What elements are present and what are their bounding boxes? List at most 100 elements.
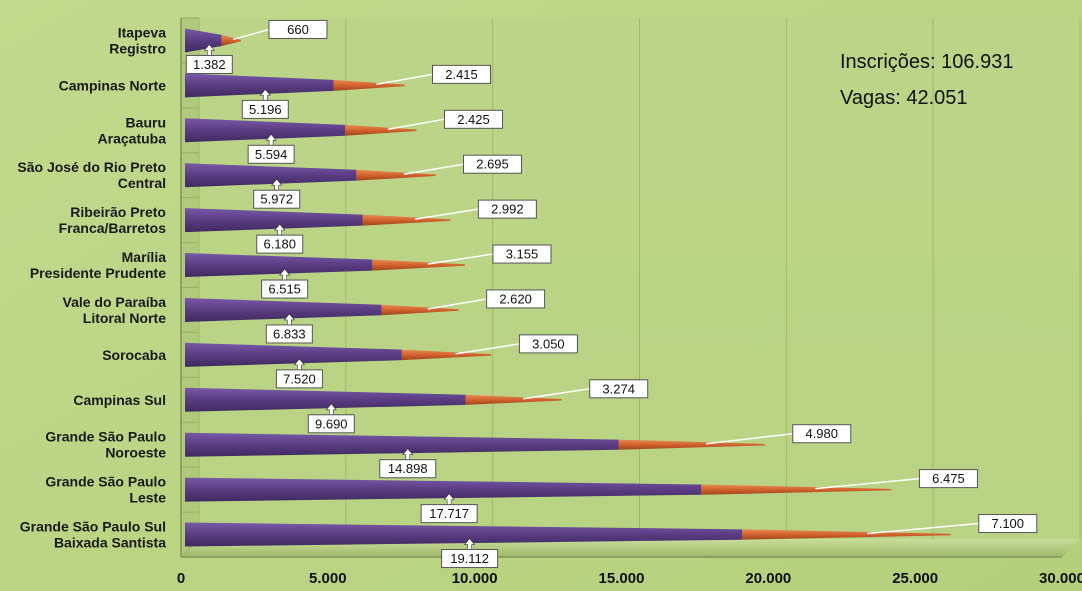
- bar-inscricoes: [185, 163, 357, 188]
- bar-vagas: [465, 394, 562, 405]
- leader-line: [867, 522, 979, 535]
- category-label: Noroeste: [105, 445, 166, 461]
- bar-vagas: [372, 259, 465, 271]
- value-label-vagas: 2.620: [499, 291, 532, 306]
- bar-vagas: [362, 214, 451, 226]
- x-tick-label: 25.000: [892, 570, 938, 587]
- value-box-vagas: [918, 469, 978, 489]
- bar-inscricoes: [185, 297, 382, 322]
- bar-vagas: [345, 124, 417, 136]
- bar-vagas: [381, 304, 459, 316]
- value-box-vagas: [443, 109, 503, 129]
- value-label-inscricoes: 14.898: [388, 461, 428, 476]
- value-label-inscricoes: 9.690: [315, 416, 348, 431]
- value-box-inscricoes: [261, 279, 309, 299]
- bar-inscricoes: [185, 253, 373, 278]
- leader-line: [387, 118, 445, 131]
- bar-inscricoes: [185, 432, 619, 457]
- leader-line: [815, 477, 920, 490]
- category-label: Baixada Santista: [54, 535, 166, 551]
- bar-inscricoes: [185, 208, 363, 233]
- bar-vagas: [701, 484, 892, 495]
- value-label-vagas: 4.980: [805, 426, 838, 441]
- value-box-inscricoes: [275, 369, 323, 389]
- value-label-inscricoes: 5.972: [260, 192, 293, 207]
- value-box-inscricoes: [247, 144, 295, 164]
- value-box-vagas: [477, 199, 537, 219]
- annotation-vagas: Vagas: 42.051: [840, 87, 968, 109]
- value-box-inscricoes: [253, 189, 301, 209]
- value-label-vagas: 7.100: [991, 516, 1024, 531]
- value-label-inscricoes: 17.717: [429, 506, 469, 521]
- value-box-vagas: [486, 289, 546, 309]
- value-box-vagas: [978, 514, 1038, 534]
- value-box-inscricoes: [256, 234, 304, 254]
- value-box-vagas: [432, 64, 492, 84]
- value-label-inscricoes: 6.833: [273, 326, 306, 341]
- bar-inscricoes: [185, 73, 334, 98]
- value-box-inscricoes: [265, 324, 313, 344]
- category-label: Marília: [122, 249, 167, 265]
- value-label-vagas: 2.415: [445, 67, 478, 82]
- category-label: Leste: [129, 490, 166, 506]
- x-tick-label: 15.000: [599, 570, 645, 587]
- value-label-inscricoes: 5.594: [255, 147, 288, 162]
- annotations: Inscrições: 106.931 Vagas: 42.051: [840, 51, 1013, 109]
- bar-vagas: [401, 349, 492, 361]
- value-box-inscricoes: [241, 99, 289, 119]
- bar-vagas: [356, 169, 436, 181]
- value-label-inscricoes: 6.515: [268, 282, 301, 297]
- category-label: Campinas Norte: [59, 77, 167, 93]
- value-box-inscricoes: [307, 414, 355, 434]
- value-label-vagas: 2.425: [457, 112, 490, 127]
- value-label-inscricoes: 5.196: [249, 102, 282, 117]
- category-label: São José do Rio Preto: [17, 159, 166, 175]
- bar-inscricoes: [185, 28, 222, 53]
- value-box-vagas: [792, 424, 852, 444]
- value-label-vagas: 2.695: [476, 157, 509, 172]
- bar-vagas: [221, 34, 241, 46]
- x-tick-label: 10.000: [452, 570, 498, 587]
- category-label: Vale do Paraíba: [63, 294, 167, 310]
- annotation-inscricoes: Inscrições: 106.931: [840, 51, 1013, 73]
- value-box-inscricoes: [185, 54, 233, 74]
- category-label: Campinas Sul: [73, 392, 166, 408]
- leader-line: [706, 432, 793, 445]
- value-label-inscricoes: 1.382: [193, 57, 226, 72]
- value-label-inscricoes: 7.520: [283, 371, 316, 386]
- category-label: Grande São Paulo: [45, 474, 166, 490]
- x-tick-label: 5.000: [309, 570, 347, 587]
- x-tick-label: 20.000: [745, 570, 791, 587]
- category-label: Ribeirão Preto: [70, 204, 166, 220]
- bar-inscricoes: [185, 387, 466, 412]
- value-label-inscricoes: 6.180: [263, 237, 296, 252]
- category-label: Grande São Paulo: [45, 429, 166, 445]
- category-label: Litoral Norte: [83, 310, 166, 326]
- value-label-inscricoes: 19.112: [450, 551, 489, 566]
- bar-vagas: [333, 79, 405, 91]
- category-label: Registro: [109, 40, 166, 56]
- bar-inscricoes: [185, 522, 743, 547]
- value-box-vagas: [492, 244, 552, 264]
- value-box-vagas: [463, 154, 523, 174]
- x-tick-label: 0: [177, 570, 185, 587]
- value-label-vagas: 6.475: [932, 471, 965, 486]
- category-label: Grande São Paulo Sul: [20, 519, 166, 535]
- value-box-inscricoes: [379, 459, 437, 479]
- value-box-vagas: [518, 334, 578, 354]
- category-label: Sorocaba: [102, 347, 166, 363]
- x-tick-label: 30.000: [1039, 570, 1082, 587]
- leader-line: [523, 388, 590, 400]
- category-label: Franca/Barretos: [59, 220, 167, 236]
- value-box-vagas: [589, 379, 649, 399]
- category-label: Presidente Prudente: [30, 265, 166, 281]
- value-label-vagas: 2.992: [491, 202, 524, 217]
- bar-inscricoes: [185, 118, 346, 143]
- leader-line: [427, 298, 487, 310]
- bar-inscricoes: [185, 342, 402, 367]
- leader-line: [427, 253, 494, 265]
- value-label-vagas: 3.155: [506, 247, 539, 262]
- plot-area: 0 5.000 10.000 15.000 20.000 25.000 30.000 Itap…: [17, 17, 1082, 587]
- category-label: Araçatuba: [98, 130, 167, 146]
